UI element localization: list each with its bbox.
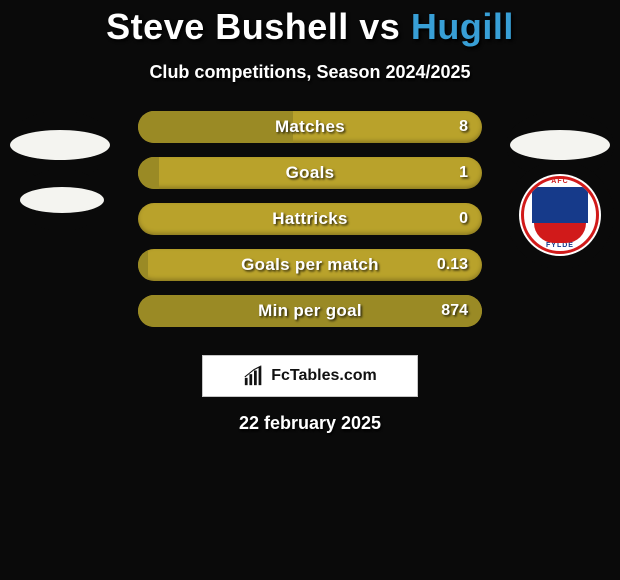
crest-afc: AFC bbox=[524, 178, 596, 185]
ellipse-icon bbox=[10, 130, 110, 160]
player-right-club-crest: AFC FYLDE bbox=[506, 161, 614, 269]
stat-bar-label: Goals bbox=[138, 157, 482, 189]
snapshot-date: 22 february 2025 bbox=[0, 413, 620, 434]
stat-bar-label: Matches bbox=[138, 111, 482, 143]
club-crest-icon: AFC FYLDE bbox=[521, 176, 599, 254]
title-vs: vs bbox=[359, 6, 400, 47]
stat-bar: Matches8 bbox=[138, 111, 482, 143]
stat-bar: Goals1 bbox=[138, 157, 482, 189]
player-left-club-placeholder bbox=[18, 169, 106, 231]
title-player-right: Hugill bbox=[411, 6, 514, 47]
stat-bar: Hattricks0 bbox=[138, 203, 482, 235]
title-player-left: Steve Bushell bbox=[106, 6, 349, 47]
stat-bar: Goals per match0.13 bbox=[138, 249, 482, 281]
stat-bar-value: 8 bbox=[459, 111, 468, 143]
ellipse-icon bbox=[510, 130, 610, 160]
brand-text: FcTables.com bbox=[271, 367, 377, 385]
stat-bars: Matches8Goals1Hattricks0Goals per match0… bbox=[138, 111, 482, 341]
stat-bar-value: 1 bbox=[459, 157, 468, 189]
stats-stage: AFC FYLDE Matches8 Goals1 Hattricks0 Goals … bbox=[0, 111, 620, 341]
bars-chart-icon bbox=[243, 365, 265, 387]
stat-bar-label: Hattricks bbox=[138, 203, 482, 235]
stat-bar-value: 0 bbox=[459, 203, 468, 235]
brand-watermark: FcTables.com bbox=[202, 355, 418, 397]
stat-bar: Min per goal874 bbox=[138, 295, 482, 327]
comparison-card: Steve Bushell vs Hugill Club competition… bbox=[0, 0, 620, 434]
stat-bar-label: Min per goal bbox=[138, 295, 482, 327]
subtitle: Club competitions, Season 2024/2025 bbox=[0, 62, 620, 83]
crest-name: FYLDE bbox=[524, 242, 596, 249]
stat-bar-value: 0.13 bbox=[437, 249, 468, 281]
stat-bar-value: 874 bbox=[441, 295, 468, 327]
page-title: Steve Bushell vs Hugill bbox=[0, 6, 620, 48]
ellipse-icon bbox=[20, 187, 104, 213]
stat-bar-label: Goals per match bbox=[138, 249, 482, 281]
